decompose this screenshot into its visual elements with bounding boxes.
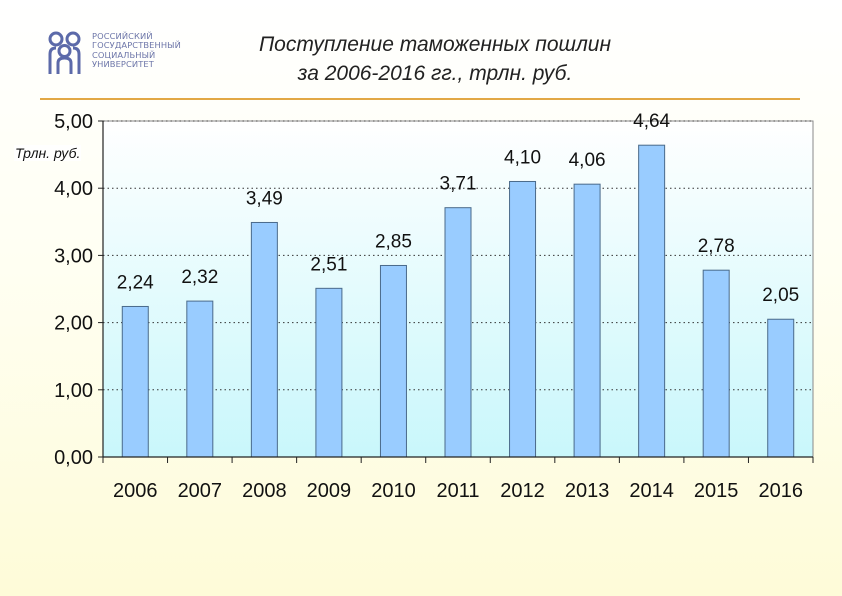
y-tick-label-5: 5,00 <box>54 111 93 133</box>
value-label-2014: 4,64 <box>633 111 670 132</box>
x-tick-label-2007: 2007 <box>178 480 223 502</box>
x-tick-label-2008: 2008 <box>242 480 287 502</box>
gridlines <box>103 120 813 391</box>
y-tick-label-3: 3,00 <box>54 245 93 267</box>
axes <box>98 120 814 463</box>
logo-line-3: социальный <box>92 49 156 60</box>
x-tick-label-2015: 2015 <box>694 480 739 502</box>
x-tick-label-2011: 2011 <box>436 480 479 502</box>
y-tick-label-0: 0,00 <box>54 447 93 469</box>
value-label-2007: 2,32 <box>181 267 218 288</box>
logo-text: Российский государственный социальный ун… <box>92 31 206 70</box>
bars <box>121 144 795 458</box>
chart-title: Поступление таможенных пошлин за 2006-20… <box>190 30 680 88</box>
value-label-2013: 4,06 <box>569 150 606 171</box>
logo-line-1: Российский <box>92 31 153 41</box>
bar-2010 <box>379 264 407 458</box>
x-tick-label-2016: 2016 <box>758 480 803 502</box>
title-divider <box>40 98 800 100</box>
chart-title-line-2: за 2006-2016 гг., трлн. руб. <box>297 62 573 85</box>
value-label-2008: 3,49 <box>246 188 283 209</box>
bar-2008 <box>250 221 278 458</box>
x-tick-label-2006: 2006 <box>113 480 158 502</box>
bar-2012 <box>509 180 537 458</box>
x-tick-label-2012: 2012 <box>500 480 545 502</box>
bar-2009 <box>315 287 343 458</box>
x-tick-label-2009: 2009 <box>307 480 352 502</box>
value-label-2011: 3,71 <box>440 174 477 195</box>
y-tick-label-4: 4,00 <box>54 178 93 200</box>
people-group-icon <box>48 31 81 74</box>
bar-2013 <box>573 183 601 458</box>
bar-2015 <box>702 269 730 458</box>
value-label-2015: 2,78 <box>698 236 735 257</box>
value-label-2006: 2,24 <box>117 272 154 293</box>
y-axis-title: Трлн. руб. <box>14 145 82 161</box>
labels: 0,00 1,00 2,00 3,00 4,00 5,00 2,24 2006 2,32 2007… <box>54 111 803 502</box>
bar-2007 <box>186 300 214 458</box>
y-tick-label-2: 2,00 <box>54 313 93 335</box>
value-label-2012: 4,10 <box>504 147 541 168</box>
y-tick-label-1: 1,00 <box>54 380 93 402</box>
value-label-2016: 2,05 <box>762 285 799 306</box>
bar-2011 <box>444 207 472 458</box>
x-tick-label-2014: 2014 <box>629 480 674 502</box>
logo-line-4: университет <box>92 59 154 70</box>
bar-2014 <box>638 144 666 458</box>
value-label-2009: 2,51 <box>310 254 347 275</box>
bar-2006 <box>121 305 149 458</box>
chart-title-line-1: Поступление таможенных пошлин <box>258 33 612 56</box>
bar-2016 <box>767 318 795 458</box>
logo-line-2: государственный <box>92 40 181 51</box>
x-tick-label-2010: 2010 <box>371 480 416 502</box>
university-logo: Российский государственный социальный ун… <box>46 30 206 78</box>
x-tick-label-2013: 2013 <box>565 480 610 502</box>
value-label-2010: 2,85 <box>375 231 412 252</box>
